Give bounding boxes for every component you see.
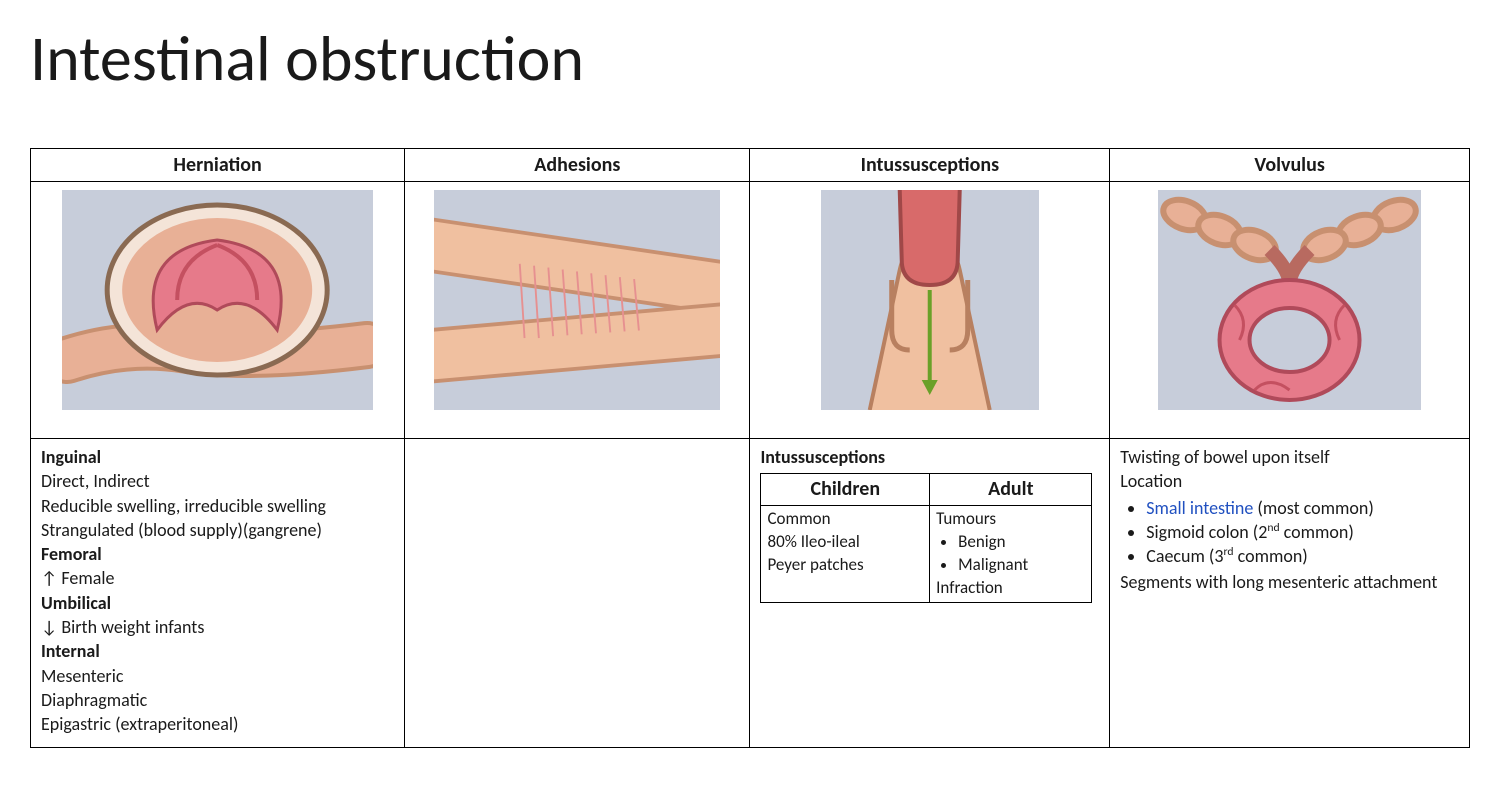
volvulus-l1: Twisting of bowel upon itself: [1120, 445, 1459, 469]
page-title: Intestinal obstruction: [30, 20, 1470, 98]
intus-child-l3: Peyer patches: [767, 554, 923, 577]
intus-adult-l2: Infraction: [936, 577, 1085, 600]
herniation-internal-l3: Epigastric (extraperitoneal): [41, 712, 394, 736]
intus-adult-b2: Malignant: [958, 554, 1085, 577]
volvulus-illustration: [1158, 190, 1421, 410]
intussusception-image-cell: [750, 182, 1110, 439]
volvulus-b3sup: rd: [1224, 545, 1234, 559]
adhesions-image-cell: [405, 182, 750, 439]
herniation-inguinal-l2: Reducible swelling, irreducible swelling: [41, 494, 394, 518]
herniation-internal-label: Internal: [41, 639, 394, 663]
volvulus-image-cell: [1110, 182, 1470, 439]
herniation-image-cell: [31, 182, 405, 439]
volvulus-l3: Segments with long mesenteric attachment: [1120, 570, 1459, 594]
intus-inner-table: Children Adult Common 80% Ileo-ileal Pey…: [760, 473, 1092, 603]
herniation-umbilical-l1: ↓ Birth weight infants: [41, 615, 394, 639]
col-header-adhesions: Adhesions: [405, 149, 750, 182]
intus-col-adult: Adult: [930, 474, 1092, 506]
volvulus-b2: Sigmoid colon (2nd common): [1146, 520, 1459, 544]
herniation-inguinal-l3: Strangulated (blood supply)(gangrene): [41, 518, 394, 542]
herniation-femoral-l1: ↑ Female: [41, 566, 394, 590]
volvulus-l2: Location: [1120, 469, 1459, 493]
volvulus-b2a: Sigmoid colon (2: [1146, 521, 1267, 543]
col-header-volvulus: Volvulus: [1110, 149, 1470, 182]
volvulus-b3b: common): [1234, 545, 1308, 567]
intus-children-cell: Common 80% Ileo-ileal Peyer patches: [761, 506, 930, 603]
intus-col-children: Children: [761, 474, 930, 506]
herniation-inguinal-label: Inguinal: [41, 445, 394, 469]
herniation-umbilical-label: Umbilical: [41, 591, 394, 615]
col-header-intussusceptions: Intussusceptions: [750, 149, 1110, 182]
volvulus-b1: Small intestine (most common): [1146, 496, 1459, 520]
herniation-text-cell: Inguinal Direct, Indirect Reducible swel…: [31, 439, 405, 748]
adhesions-text-cell: [405, 439, 750, 748]
volvulus-b3a: Caecum (3: [1146, 545, 1223, 567]
volvulus-b2b: common): [1280, 521, 1354, 543]
intus-adult-cell: Tumours Benign Malignant Infraction: [930, 506, 1092, 603]
herniation-illustration: [62, 190, 372, 410]
herniation-internal-l1: Mesenteric: [41, 664, 394, 688]
herniation-internal-l2: Diaphragmatic: [41, 688, 394, 712]
intussusception-text-cell: Intussusceptions Children Adult Common 8…: [750, 439, 1110, 748]
intussusception-illustration: [821, 190, 1038, 410]
volvulus-b1b: (most common): [1253, 497, 1373, 519]
herniation-femoral-label: Femoral: [41, 542, 394, 566]
intus-adult-l1: Tumours: [936, 508, 1085, 531]
intus-child-l2: 80% Ileo-ileal: [767, 531, 923, 554]
volvulus-b3: Caecum (3rd common): [1146, 544, 1459, 568]
herniation-inguinal-l1: Direct, Indirect: [41, 469, 394, 493]
volvulus-text-cell: Twisting of bowel upon itself Location S…: [1110, 439, 1470, 748]
adhesions-illustration: [434, 190, 720, 410]
intus-subtitle: Intussusceptions: [760, 445, 1099, 469]
intus-adult-b1: Benign: [958, 531, 1085, 554]
volvulus-b2sup: nd: [1267, 521, 1279, 535]
volvulus-b1a: Small intestine: [1146, 497, 1253, 519]
intus-child-l1: Common: [767, 508, 923, 531]
obstruction-table: Herniation Adhesions Intussusceptions Vo…: [30, 148, 1470, 748]
col-header-herniation: Herniation: [31, 149, 405, 182]
